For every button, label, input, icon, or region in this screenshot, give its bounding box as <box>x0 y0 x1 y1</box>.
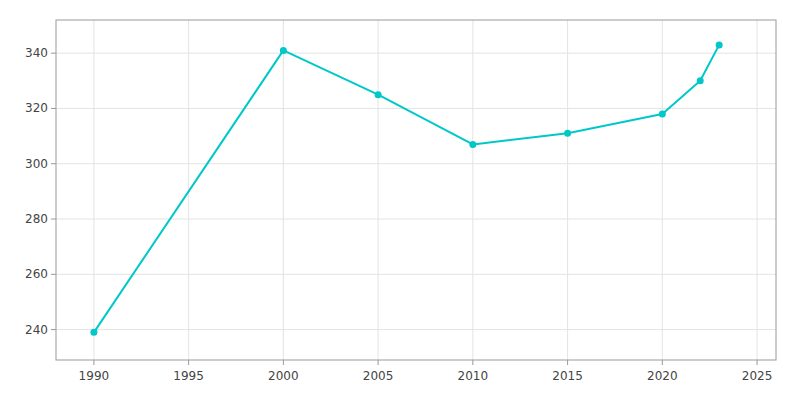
x-tick-label: 2020 <box>647 369 678 383</box>
x-tick <box>188 360 189 365</box>
marker <box>375 91 382 98</box>
chart-container: 1990 1995 2000 2005 2010 2015 2020 2025 240 260 28… <box>0 0 800 400</box>
x-tick-label: 2000 <box>268 369 299 383</box>
axes: 1990 1995 2000 2005 2010 2015 2020 2025 240 260 28… <box>25 46 772 383</box>
marker <box>280 47 287 54</box>
x-tick-label: 2025 <box>742 369 773 383</box>
marker <box>697 77 704 84</box>
x-tick <box>472 360 473 365</box>
x-tick <box>283 360 284 365</box>
x-tick <box>662 360 663 365</box>
x-tick <box>567 360 568 365</box>
grid-line-y <box>56 274 776 275</box>
y-tick-label: 340 <box>25 46 48 60</box>
y-tick <box>51 329 56 330</box>
grid-line-x <box>567 20 568 360</box>
y-tick-label: 300 <box>25 157 48 171</box>
y-tick <box>51 163 56 164</box>
x-tick <box>93 360 94 365</box>
grid-line-x <box>283 20 284 360</box>
grid-line-y <box>56 163 776 164</box>
y-tick-label: 260 <box>25 267 48 281</box>
marker <box>659 110 666 117</box>
y-tick <box>51 219 56 220</box>
y-tick <box>51 53 56 54</box>
y-tick-label: 280 <box>25 212 48 226</box>
y-tick <box>51 274 56 275</box>
x-tick-label: 2015 <box>552 369 583 383</box>
x-tick-label: 1995 <box>173 369 204 383</box>
grid-line-y <box>56 329 776 330</box>
marker <box>90 329 97 336</box>
grid-line-x <box>472 20 473 360</box>
x-tick <box>757 360 758 365</box>
x-tick <box>378 360 379 365</box>
x-tick-label: 2010 <box>458 369 489 383</box>
grid <box>56 20 776 360</box>
grid-line-y <box>56 53 776 54</box>
grid-line-y <box>56 219 776 220</box>
marker <box>564 130 571 137</box>
line <box>94 45 719 332</box>
x-tick-label: 2005 <box>363 369 394 383</box>
x-tick-label: 1990 <box>79 369 110 383</box>
y-tick-label: 320 <box>25 101 48 115</box>
grid-line-x <box>93 20 94 360</box>
marker <box>469 141 476 148</box>
y-tick <box>51 108 56 109</box>
grid-line-x <box>662 20 663 360</box>
plot-frame <box>56 20 776 360</box>
grid-line-x <box>378 20 379 360</box>
chart-svg: 1990 1995 2000 2005 2010 2015 2020 2025 240 260 28… <box>0 0 800 400</box>
grid-line-x <box>757 20 758 360</box>
y-tick-label: 240 <box>25 323 48 337</box>
data <box>90 41 722 335</box>
marker <box>716 41 723 48</box>
